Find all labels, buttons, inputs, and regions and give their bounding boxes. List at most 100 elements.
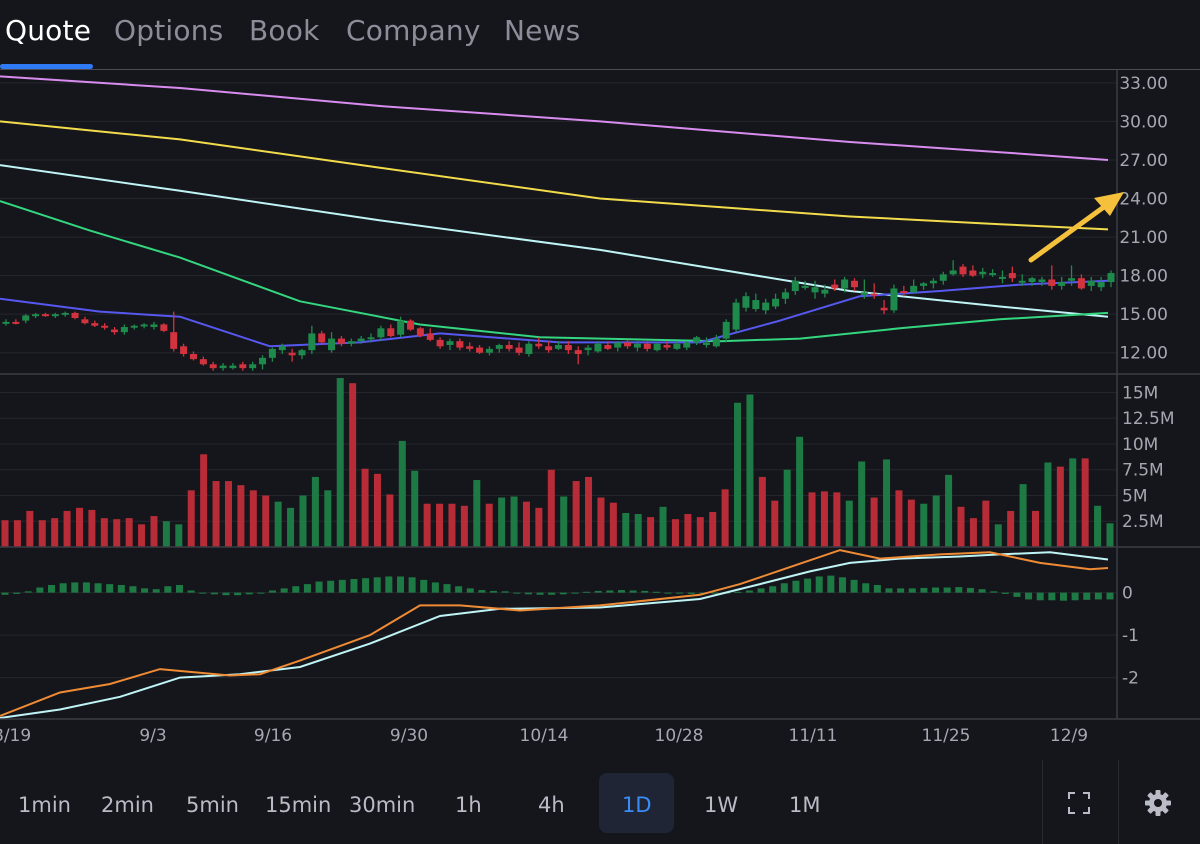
price-tick-label: 33.00 <box>1119 74 1168 94</box>
volume-bar <box>249 490 257 547</box>
macd-histogram-bar <box>106 584 114 593</box>
volume-bar <box>1056 466 1064 547</box>
candle-body <box>180 346 188 355</box>
candle-body <box>367 337 375 340</box>
volume-bar <box>746 394 754 547</box>
fullscreen-icon[interactable] <box>1068 792 1090 818</box>
moving-average-line <box>0 164 1109 318</box>
volume-bar <box>585 476 593 547</box>
candle-body <box>456 341 464 348</box>
tab-book[interactable]: Book <box>249 14 320 47</box>
candlestick-series <box>2 260 1115 371</box>
macd-histogram-bar <box>48 584 56 593</box>
volume-bar <box>224 481 232 547</box>
date-tick-label: 9/30 <box>390 726 428 746</box>
volume-bar <box>200 454 208 547</box>
timeframe-1min[interactable]: 1min <box>18 793 71 817</box>
volume-bar <box>162 521 170 547</box>
volume-bar <box>771 500 779 547</box>
tab-options[interactable]: Options <box>114 14 224 47</box>
candle-body <box>328 338 336 351</box>
macd-histogram-bar <box>897 588 905 593</box>
timeframe-1w[interactable]: 1W <box>704 793 739 817</box>
candle-body <box>1097 282 1105 288</box>
macd-histogram-bar <box>292 586 300 593</box>
volume-bar <box>535 507 543 547</box>
candle-body <box>1068 278 1076 281</box>
volume-bar <box>920 503 928 547</box>
price-tick-label: 24.00 <box>1119 190 1168 210</box>
candle-body <box>1008 273 1016 279</box>
candle-body <box>801 285 809 288</box>
settings-gear-icon[interactable] <box>1144 789 1172 821</box>
volume-bar <box>622 513 630 547</box>
macd-histogram-bar <box>780 583 788 593</box>
macd-histogram-bar <box>873 584 881 593</box>
macd-histogram-bar <box>1106 592 1114 600</box>
timeframe-30min[interactable]: 30min <box>349 793 416 817</box>
candle-body <box>614 342 622 348</box>
macd-histogram-bar <box>175 584 183 593</box>
candle-body <box>1048 279 1056 286</box>
candle-body <box>505 345 513 349</box>
volume-bar <box>1032 510 1040 547</box>
timeframe-1d[interactable]: 1D <box>622 793 652 817</box>
candle-body <box>209 364 217 369</box>
candle-body <box>101 325 109 328</box>
date-tick-label: 10/14 <box>520 726 569 746</box>
timeframe-1m[interactable]: 1M <box>789 793 821 817</box>
volume-tick-label: 12.5M <box>1122 409 1175 429</box>
volume-bar <box>734 402 742 547</box>
timeframe-5min[interactable]: 5min <box>186 793 239 817</box>
volume-tick-label: 7.5M <box>1122 461 1164 481</box>
active-tab-indicator <box>0 64 93 69</box>
macd-histogram-bar <box>164 586 172 593</box>
candle-body <box>111 329 119 333</box>
price-tick-label: 12.00 <box>1119 344 1168 364</box>
macd-histogram-bar <box>141 588 149 593</box>
candle-body <box>12 321 20 324</box>
macd-histogram-bar <box>478 590 486 593</box>
candle-body <box>308 333 316 351</box>
macd-histogram-bar <box>490 590 498 593</box>
candle-body <box>752 300 760 310</box>
tab-news[interactable]: News <box>504 14 581 47</box>
timeframe-2min[interactable]: 2min <box>101 793 154 817</box>
volume-bar <box>560 496 568 547</box>
volume-bars <box>1 378 1114 547</box>
macd-histogram-bar <box>466 588 474 593</box>
volume-bar <box>1007 510 1015 547</box>
tab-quote[interactable]: Quote <box>5 14 92 47</box>
macd-histogram-bar <box>792 580 800 593</box>
candle-body <box>426 333 434 340</box>
volume-bar <box>957 506 965 547</box>
macd-histogram-bar <box>373 577 381 593</box>
macd-histogram-bar <box>804 578 812 593</box>
volume-bar <box>237 485 245 547</box>
macd-histogram-bar <box>583 591 591 593</box>
macd-histogram-bar <box>222 592 230 596</box>
macd-histogram-bar <box>280 588 288 593</box>
volume-bar <box>411 470 419 547</box>
candle-body <box>841 279 849 289</box>
volume-bar <box>212 481 220 547</box>
timeframe-4h[interactable]: 4h <box>538 793 565 817</box>
volume-bar <box>684 514 692 547</box>
timeframe-15min[interactable]: 15min <box>265 793 332 817</box>
volume-tick-label: 2.5M <box>1122 512 1164 532</box>
macd-histogram-bar <box>571 592 579 594</box>
volume-tick-label: 15M <box>1122 383 1158 403</box>
timeframe-1h[interactable]: 1h <box>455 793 482 817</box>
volume-bar <box>448 503 456 547</box>
candle-body <box>920 283 928 286</box>
tab-company[interactable]: Company <box>346 14 481 47</box>
volume-bar <box>522 501 530 547</box>
date-tick-label: 11/11 <box>789 726 838 746</box>
macd-histogram-bar <box>420 579 428 593</box>
stock-chart[interactable]: 33.00 30.00 27.00 24.00 21.00 18.00 15.00 12.00… <box>0 70 1200 760</box>
candle-body <box>998 276 1006 279</box>
macd-histogram-bar <box>862 583 870 593</box>
price-tick-label: 15.00 <box>1119 305 1168 325</box>
macd-histogram-bar <box>1094 592 1102 600</box>
volume-bar <box>808 492 816 547</box>
